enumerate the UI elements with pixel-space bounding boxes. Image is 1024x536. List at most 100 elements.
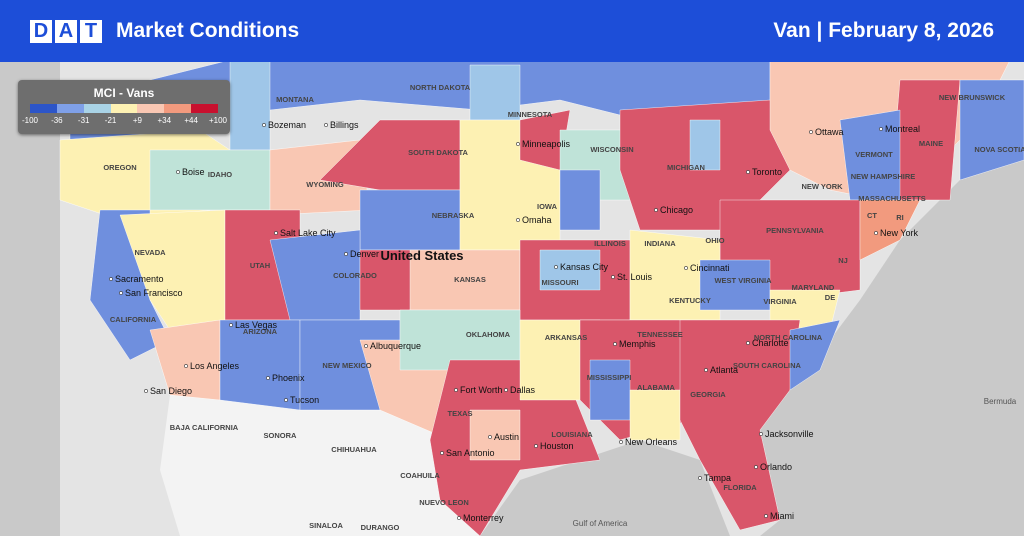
city-label: Albuquerque [370, 341, 421, 351]
region [149, 149, 271, 211]
region-label: OKLAHOMA [466, 330, 511, 339]
swatch [56, 104, 84, 113]
city-label: Las Vegas [235, 320, 278, 330]
region-label: SONORA [264, 431, 298, 440]
region-label: FLORIDA [723, 483, 757, 492]
city-label: Dallas [510, 385, 536, 395]
city-dot [554, 265, 558, 269]
city-dot [746, 170, 750, 174]
region-label: BAJA CALIFORNIA [170, 423, 239, 432]
region [359, 189, 461, 251]
city-label: Tampa [704, 473, 731, 483]
city-dot [266, 376, 270, 380]
city-label: Jacksonville [765, 429, 814, 439]
region-label: CT [867, 211, 877, 220]
legend-ticks: -100 -36 -31 -21 +9 +34 +44 +100 [22, 116, 228, 128]
city-label: Miami [770, 511, 794, 521]
region [789, 319, 841, 391]
city-label: Omaha [522, 215, 552, 225]
region-label: KANSAS [454, 275, 486, 284]
city-label: Denver [350, 249, 379, 259]
region-label: NEBRASKA [432, 211, 475, 220]
region-label: OHIO [705, 236, 724, 245]
city-dot [504, 388, 508, 392]
city-label: Monterrey [463, 513, 504, 523]
city-label: San Diego [150, 386, 192, 396]
city-label: Bozeman [268, 120, 306, 130]
city-dot [746, 341, 750, 345]
region [629, 389, 681, 441]
city-label: Orlando [760, 462, 792, 472]
region-label: MAINE [919, 139, 943, 148]
region-label: NEW BRUNSWICK [939, 93, 1006, 102]
swatch [83, 104, 111, 113]
region-label: MONTANA [276, 95, 314, 104]
city-dot [654, 208, 658, 212]
city-dot [284, 398, 288, 402]
swatch [110, 104, 138, 113]
region-label: CALIFORNIA [110, 315, 157, 324]
swatch [191, 104, 219, 113]
city-dot [754, 465, 758, 469]
region-label: TEXAS [447, 409, 472, 418]
region-label: NEVADA [134, 248, 166, 257]
city-label: New York [880, 228, 919, 238]
city-dot [879, 127, 883, 131]
city-dot [759, 432, 763, 436]
legend-tick-label: +9 [132, 116, 142, 125]
city-dot [704, 368, 708, 372]
logo-letter: T [80, 20, 102, 43]
city-label: New Orleans [625, 437, 678, 447]
labels: MONTANA NORTH DAKOTA MINNESOTA SOUTH DAKOTA… [103, 83, 1024, 532]
region-label: MINNESOTA [508, 110, 553, 119]
equipment: Van | [773, 19, 823, 42]
region-label: COAHUILA [400, 471, 440, 480]
header-info: Van | February 8, 2026 [773, 19, 994, 43]
water-label: Gulf of America [573, 519, 628, 528]
city-label: San Antonio [446, 448, 495, 458]
region-label: DURANGO [361, 523, 400, 532]
city-label: Houston [540, 441, 574, 451]
region-label: NEW MEXICO [322, 361, 371, 370]
city-dot [364, 344, 368, 348]
city-label: Los Angeles [190, 361, 240, 371]
region [859, 199, 921, 261]
swatch [164, 104, 192, 113]
city-dot [809, 130, 813, 134]
region [539, 249, 601, 291]
region-label: ARKANSAS [545, 333, 588, 342]
region-label: DE [825, 293, 835, 302]
region-label: MICHIGAN [667, 163, 705, 172]
legend-tick-label: +34 [157, 116, 172, 125]
region-label: IDAHO [208, 170, 232, 179]
city-dot [516, 142, 520, 146]
region-label: MISSISSIPPI [587, 373, 632, 382]
region-label: ILLINOIS [594, 239, 626, 248]
city-label: Montreal [885, 124, 920, 134]
city-dot [324, 123, 328, 127]
region [229, 59, 271, 151]
region-label: NORTH CAROLINA [754, 333, 823, 342]
region-label: MASSACHUSETTS [858, 194, 926, 203]
region-label: IOWA [537, 202, 558, 211]
city-label: Tucson [290, 395, 319, 405]
region-label: OREGON [103, 163, 136, 172]
city-label: Charlotte [752, 338, 789, 348]
city-label: Salt Lake City [280, 228, 336, 238]
legend-tick-label: +100 [208, 116, 228, 125]
city-dot [184, 364, 188, 368]
city-dot [454, 388, 458, 392]
city-dot [874, 231, 878, 235]
legend-title: MCI - Vans [93, 86, 155, 100]
city-dot [144, 389, 148, 393]
city-dot [109, 277, 113, 281]
region [689, 119, 721, 171]
legend: MCI - Vans -100 -36 -31 -21 +9 +34 +44 +100 [18, 80, 230, 134]
city-dot [262, 123, 266, 127]
logo-letter: A [55, 20, 77, 43]
region-label: GEORGIA [690, 390, 726, 399]
city-dot [229, 323, 233, 327]
